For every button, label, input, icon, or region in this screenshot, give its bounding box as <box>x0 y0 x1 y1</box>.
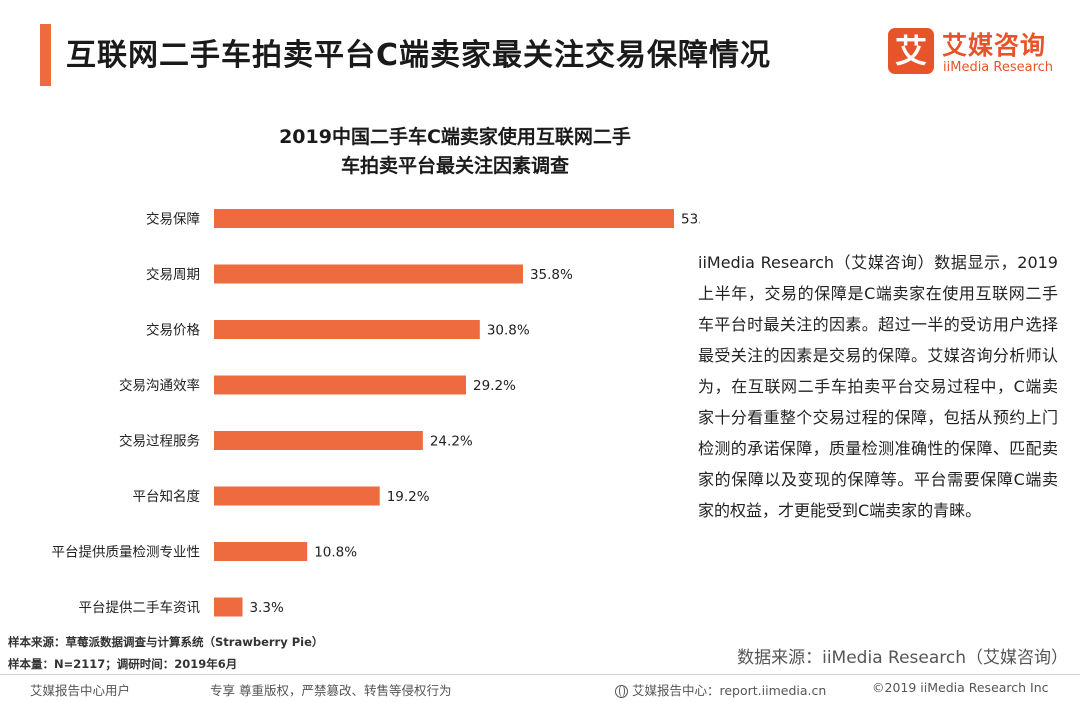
value-label-3: 29.2% <box>473 378 516 394</box>
category-label-4: 交易过程服务 <box>119 433 200 450</box>
sample-source-note: 样本来源：草莓派数据调查与计算系统（Strawberry Pie） <box>8 635 324 649</box>
value-label-4: 24.2% <box>430 434 473 450</box>
logo-mark-icon: 艾 <box>888 28 934 74</box>
value-label-7: 3.3% <box>249 600 283 616</box>
bar-7 <box>214 597 243 617</box>
sample-size-note: 样本量：N=2117；调研时间：2019年6月 <box>8 657 238 671</box>
footer-report-center: 艾媒报告中心：report.iimedia.cn <box>615 680 826 699</box>
logo-cn-text: 艾媒咨询 <box>942 31 1047 60</box>
footer-center-text: 艾媒报告中心：report.iimedia.cn <box>632 683 827 698</box>
footer-copyright-notice: 专享 尊重版权，严禁篡改、转售等侵权行为 <box>210 683 452 698</box>
title-accent-bar <box>40 24 51 86</box>
analysis-text: iiMedia Research（艾媒咨询）数据显示，2019上半年，交易的保障… <box>698 253 1058 520</box>
footer-copyright: ©2019 iiMedia Research Inc <box>872 680 1049 695</box>
value-label-0: 53.3% <box>681 212 700 228</box>
globe-icon <box>615 685 628 698</box>
bar-5 <box>214 486 380 506</box>
footer-user: 艾媒报告中心用户 <box>30 683 131 698</box>
iimedia-logo: 艾 艾媒咨询 iiMedia Research <box>888 28 1068 80</box>
value-label-1: 35.8% <box>530 267 573 283</box>
bar-6 <box>214 542 308 561</box>
chart-title-line1: 2019中国二手车C端卖家使用互联网二手 <box>279 126 631 148</box>
chart-title: 2019中国二手车C端卖家使用互联网二手 车拍卖平台最关注因素调查 <box>235 123 675 181</box>
footer-divider <box>0 674 1080 675</box>
category-label-0: 交易保障 <box>146 211 200 228</box>
category-label-2: 交易价格 <box>146 322 200 339</box>
bar-chart: 交易保障 53.3% 交易周期 35.8% 交易价格 30.8% 交易沟通效率 29.2% 交易… <box>52 209 700 617</box>
bar-4 <box>214 431 423 450</box>
category-label-3: 交易沟通效率 <box>119 377 200 394</box>
value-label-5: 19.2% <box>387 489 430 505</box>
bar-2 <box>214 320 480 339</box>
category-label-5: 平台知名度 <box>133 488 201 505</box>
category-label-1: 交易周期 <box>146 266 200 283</box>
value-label-6: 10.8% <box>314 545 357 561</box>
bar-1 <box>214 264 523 284</box>
bar-0 <box>214 209 674 228</box>
category-label-7: 平台提供二手车资讯 <box>79 599 201 616</box>
data-source: 数据来源：iiMedia Research（艾媒咨询） <box>737 648 1068 668</box>
page-title: 互联网二手车拍卖平台C端卖家最关注交易保障情况 <box>66 38 772 73</box>
category-label-6: 平台提供质量检测专业性 <box>52 545 201 561</box>
logo-en-text: iiMedia Research <box>943 60 1054 75</box>
bar-3 <box>214 375 467 395</box>
chart-title-line2: 车拍卖平台最关注因素调查 <box>340 155 569 177</box>
value-label-2: 30.8% <box>487 323 530 339</box>
